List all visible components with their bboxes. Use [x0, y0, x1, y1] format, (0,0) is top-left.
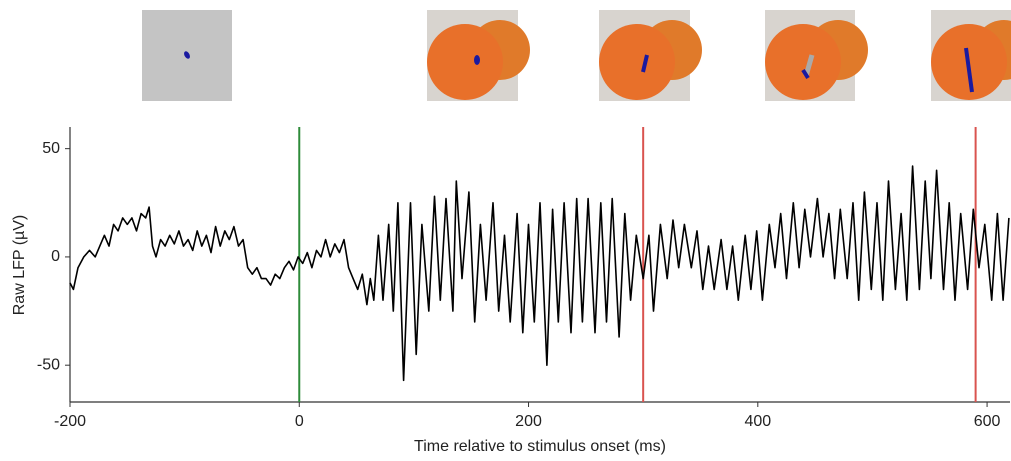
- x-tick-label: 600: [974, 413, 1001, 430]
- chart: Time relative to stimulus onset (ms) Raw…: [0, 0, 1011, 461]
- lfp-trace: [70, 166, 1009, 380]
- x-axis-label: Time relative to stimulus onset (ms): [414, 438, 666, 455]
- thumbnail: [427, 10, 530, 101]
- x-tick-label: 0: [295, 413, 304, 430]
- x-tick-label: -200: [54, 413, 86, 430]
- y-tick-label: 0: [51, 248, 60, 265]
- thumbnail: [765, 10, 868, 101]
- x-tick-label: 200: [515, 413, 542, 430]
- thumbnail: [599, 10, 702, 101]
- y-tick-label: -50: [37, 356, 60, 373]
- y-axis-label: Raw LFP (µV): [11, 215, 28, 316]
- thumbnail: [931, 10, 1011, 101]
- thumbnails: [142, 10, 1011, 101]
- y-tick-label: 50: [42, 140, 60, 157]
- x-tick-label: 400: [744, 413, 771, 430]
